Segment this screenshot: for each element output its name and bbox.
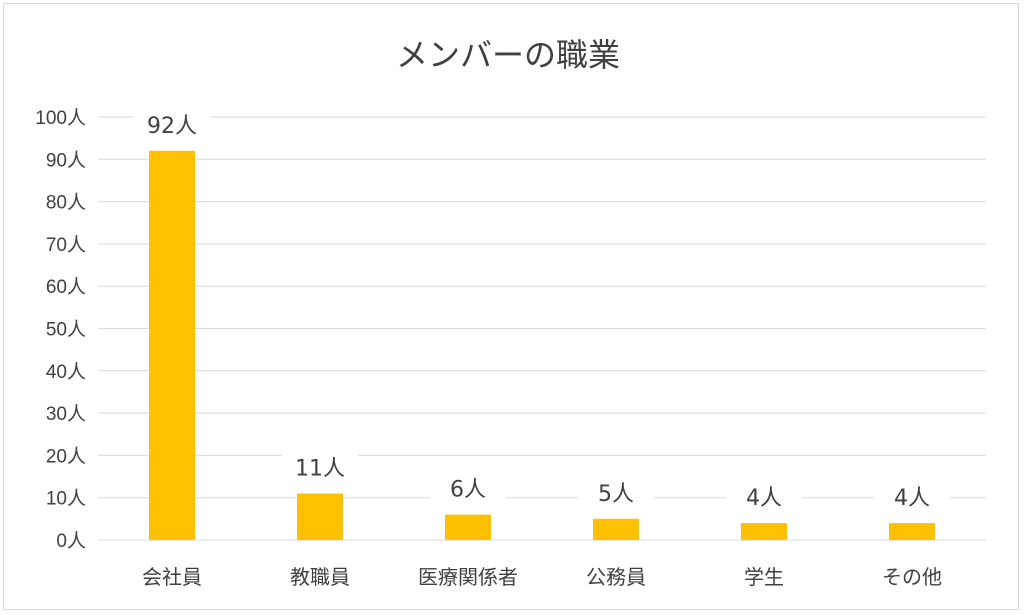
category-label: 医療関係者 [418,565,518,589]
data-label: 11人 [295,456,345,481]
y-tick-label: 90人 [46,149,86,171]
chart-title: メンバーの職業 [396,36,620,74]
bar-6 [889,523,935,540]
y-tick-label: 70人 [46,234,86,256]
data-label-background [430,472,506,505]
bar-2 [297,493,343,540]
data-label: 4人 [894,486,930,511]
data-label-background [874,481,950,514]
y-tick-label: 10人 [46,488,86,510]
y-tick-label: 80人 [46,192,86,214]
y-tick-label: 20人 [46,445,86,467]
x-axis-category-labels: 会社員 教職員 医療関係者 公務員 学生 その他 [142,565,942,589]
bar-5 [741,523,787,540]
category-label: 会社員 [142,565,202,589]
data-label: 6人 [450,478,486,503]
data-label: 5人 [598,482,634,507]
data-label-background [282,451,358,484]
data-label: 4人 [746,486,782,511]
data-label-background [134,108,210,141]
bar-3 [445,514,491,540]
category-label: 教職員 [290,565,350,589]
bars [149,150,935,540]
data-label: 92人 [147,114,197,139]
data-label-background [726,481,802,514]
gridlines [98,116,986,541]
category-label: 学生 [744,565,784,589]
data-labels: 92人 11人 6人 5人 4人 4人 [134,108,950,514]
y-tick-label: 60人 [46,276,86,298]
y-tick-label: 30人 [46,403,86,425]
bar-1 [149,150,195,540]
data-label-background [578,476,654,509]
bar-4 [593,518,639,540]
category-label: その他 [882,565,942,589]
y-axis-tick-labels: 0人 10人 20人 30人 40人 50人 60人 70人 80人 90人 100人 [35,107,86,552]
y-tick-label: 50人 [46,319,86,341]
category-label: 公務員 [586,565,646,589]
y-tick-label: 0人 [56,530,86,552]
y-tick-label: 100人 [35,107,86,129]
y-tick-label: 40人 [46,361,86,383]
